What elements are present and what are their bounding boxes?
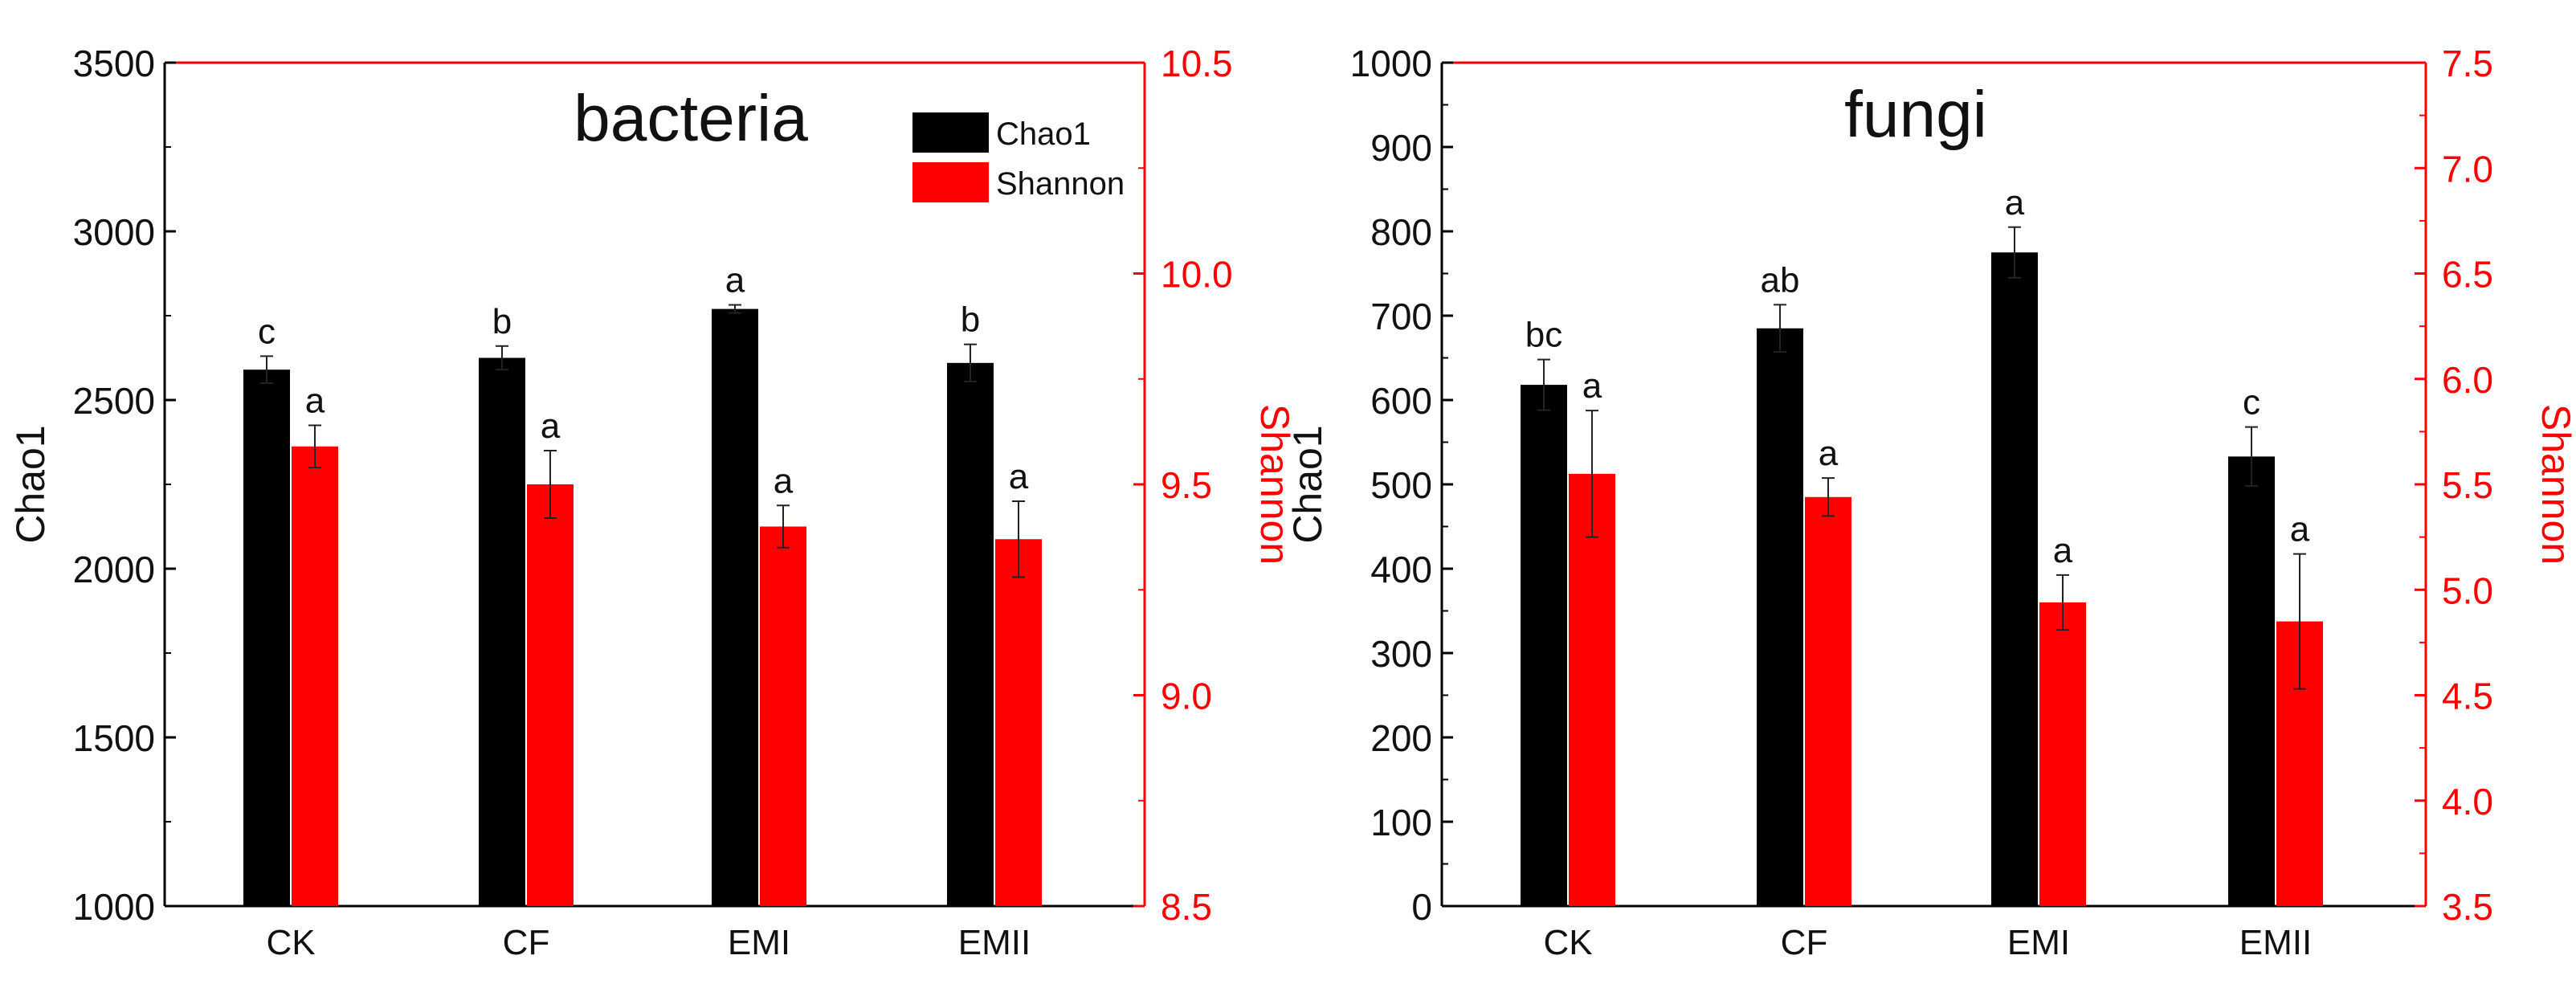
left-tick-label: 400 [1370,549,1432,590]
category-label: CF [503,923,550,962]
right-tick-label: 4.5 [2442,676,2493,717]
bar-chao1-emi [712,308,758,907]
y-axis-right-title: Shannon [2533,404,2576,565]
significance-label: a [1582,366,1602,406]
right-tick-label: 10.5 [1161,43,1233,84]
bar-shannon-emi [760,526,806,906]
right-tick-label: 9.0 [1161,676,1212,717]
significance-label: b [961,300,980,340]
left-tick-label: 1500 [73,717,155,759]
chart-panel-fungi: 0 100 200 300 400 500 600 700 800 900 1000 3.5 4.0 4.… [1285,43,2576,962]
left-tick-label: 0 [1411,886,1432,928]
significance-label: ab [1761,260,1800,300]
chart-title: fungi [1844,78,1987,151]
category-label: CK [266,923,315,962]
left-tick-label: 3500 [73,43,155,84]
left-tick-label: 3000 [73,211,155,253]
bar-chao1-ck [243,369,290,906]
significance-label: c [258,312,276,351]
category-label: CK [1543,923,1592,962]
right-tick-label: 4.0 [2442,781,2493,823]
bar-shannon-cf [527,484,574,906]
left-tick-label: 2500 [73,380,155,422]
right-tick-label: 7.5 [2442,43,2493,84]
right-tick-label: 5.5 [2442,464,2493,506]
y-axis-right-title: Shannon [1252,404,1297,565]
left-tick-label: 600 [1370,380,1432,422]
right-tick-label: 10.0 [1161,254,1233,296]
legend: Chao1 Shannon [912,112,1125,202]
left-tick-label: 200 [1370,717,1432,759]
category-label: CF [1781,923,1828,962]
category-label: EMII [958,923,1031,962]
right-tick-label: 6.0 [2442,359,2493,401]
bar-chao1-emii [947,362,994,906]
bar-chao1-cf [1757,328,1803,906]
significance-label: a [2290,510,2310,549]
chart-panel-bacteria: 1000 1500 2000 2500 3000 3500 8.5 9.0 9.5 10.0 10.… [8,43,1297,962]
bar-shannon-emii [995,539,1042,906]
bar-shannon-ck [1569,473,1615,906]
chart-title: bacteria [574,82,808,155]
significance-label: a [774,461,794,500]
left-tick-label: 100 [1370,802,1432,843]
category-label: EMI [728,923,790,962]
bar-shannon-emi [2039,602,2086,906]
legend-swatch-chao1 [912,112,989,153]
left-tick-label: 800 [1370,211,1432,253]
bar-chao1-emi [1991,252,2038,906]
significance-label: a [2005,183,2025,223]
left-tick-label: 300 [1370,633,1432,675]
significance-label: b [492,302,512,341]
left-tick-label: 1000 [73,886,155,928]
significance-label: a [541,406,561,446]
right-tick-label: 6.5 [2442,254,2493,296]
left-tick-label: 900 [1370,127,1432,169]
right-tick-label: 5.0 [2442,570,2493,611]
right-tick-label: 3.5 [2442,886,2493,928]
category-label: EMI [2007,923,2070,962]
significance-label: c [2243,383,2260,423]
left-tick-label: 1000 [1350,43,1432,84]
bar-shannon-ck [292,446,338,906]
bar-chao1-cf [479,357,525,906]
y-axis-title: Chao1 [1285,425,1330,543]
significance-label: a [305,382,325,421]
left-tick-label: 2000 [73,549,155,590]
left-tick-label: 700 [1370,296,1432,337]
legend-swatch-shannon [912,162,989,202]
right-tick-label: 9.5 [1161,464,1212,506]
bar-chao1-emii [2228,456,2275,906]
significance-label: bc [1525,316,1562,355]
left-tick-label: 500 [1370,464,1432,506]
right-tick-label: 7.0 [2442,148,2493,190]
category-label: EMII [2239,923,2312,962]
significance-label: a [725,261,745,300]
bar-shannon-cf [1805,496,1851,906]
y-axis-title: Chao1 [8,425,53,543]
legend-label-chao1: Chao1 [996,116,1091,152]
legend-label-shannon: Shannon [996,166,1125,202]
significance-label: a [2053,531,2073,570]
right-tick-label: 8.5 [1161,886,1212,928]
significance-label: a [1009,457,1029,496]
significance-label: a [1819,434,1839,473]
bar-chao1-ck [1521,385,1567,907]
